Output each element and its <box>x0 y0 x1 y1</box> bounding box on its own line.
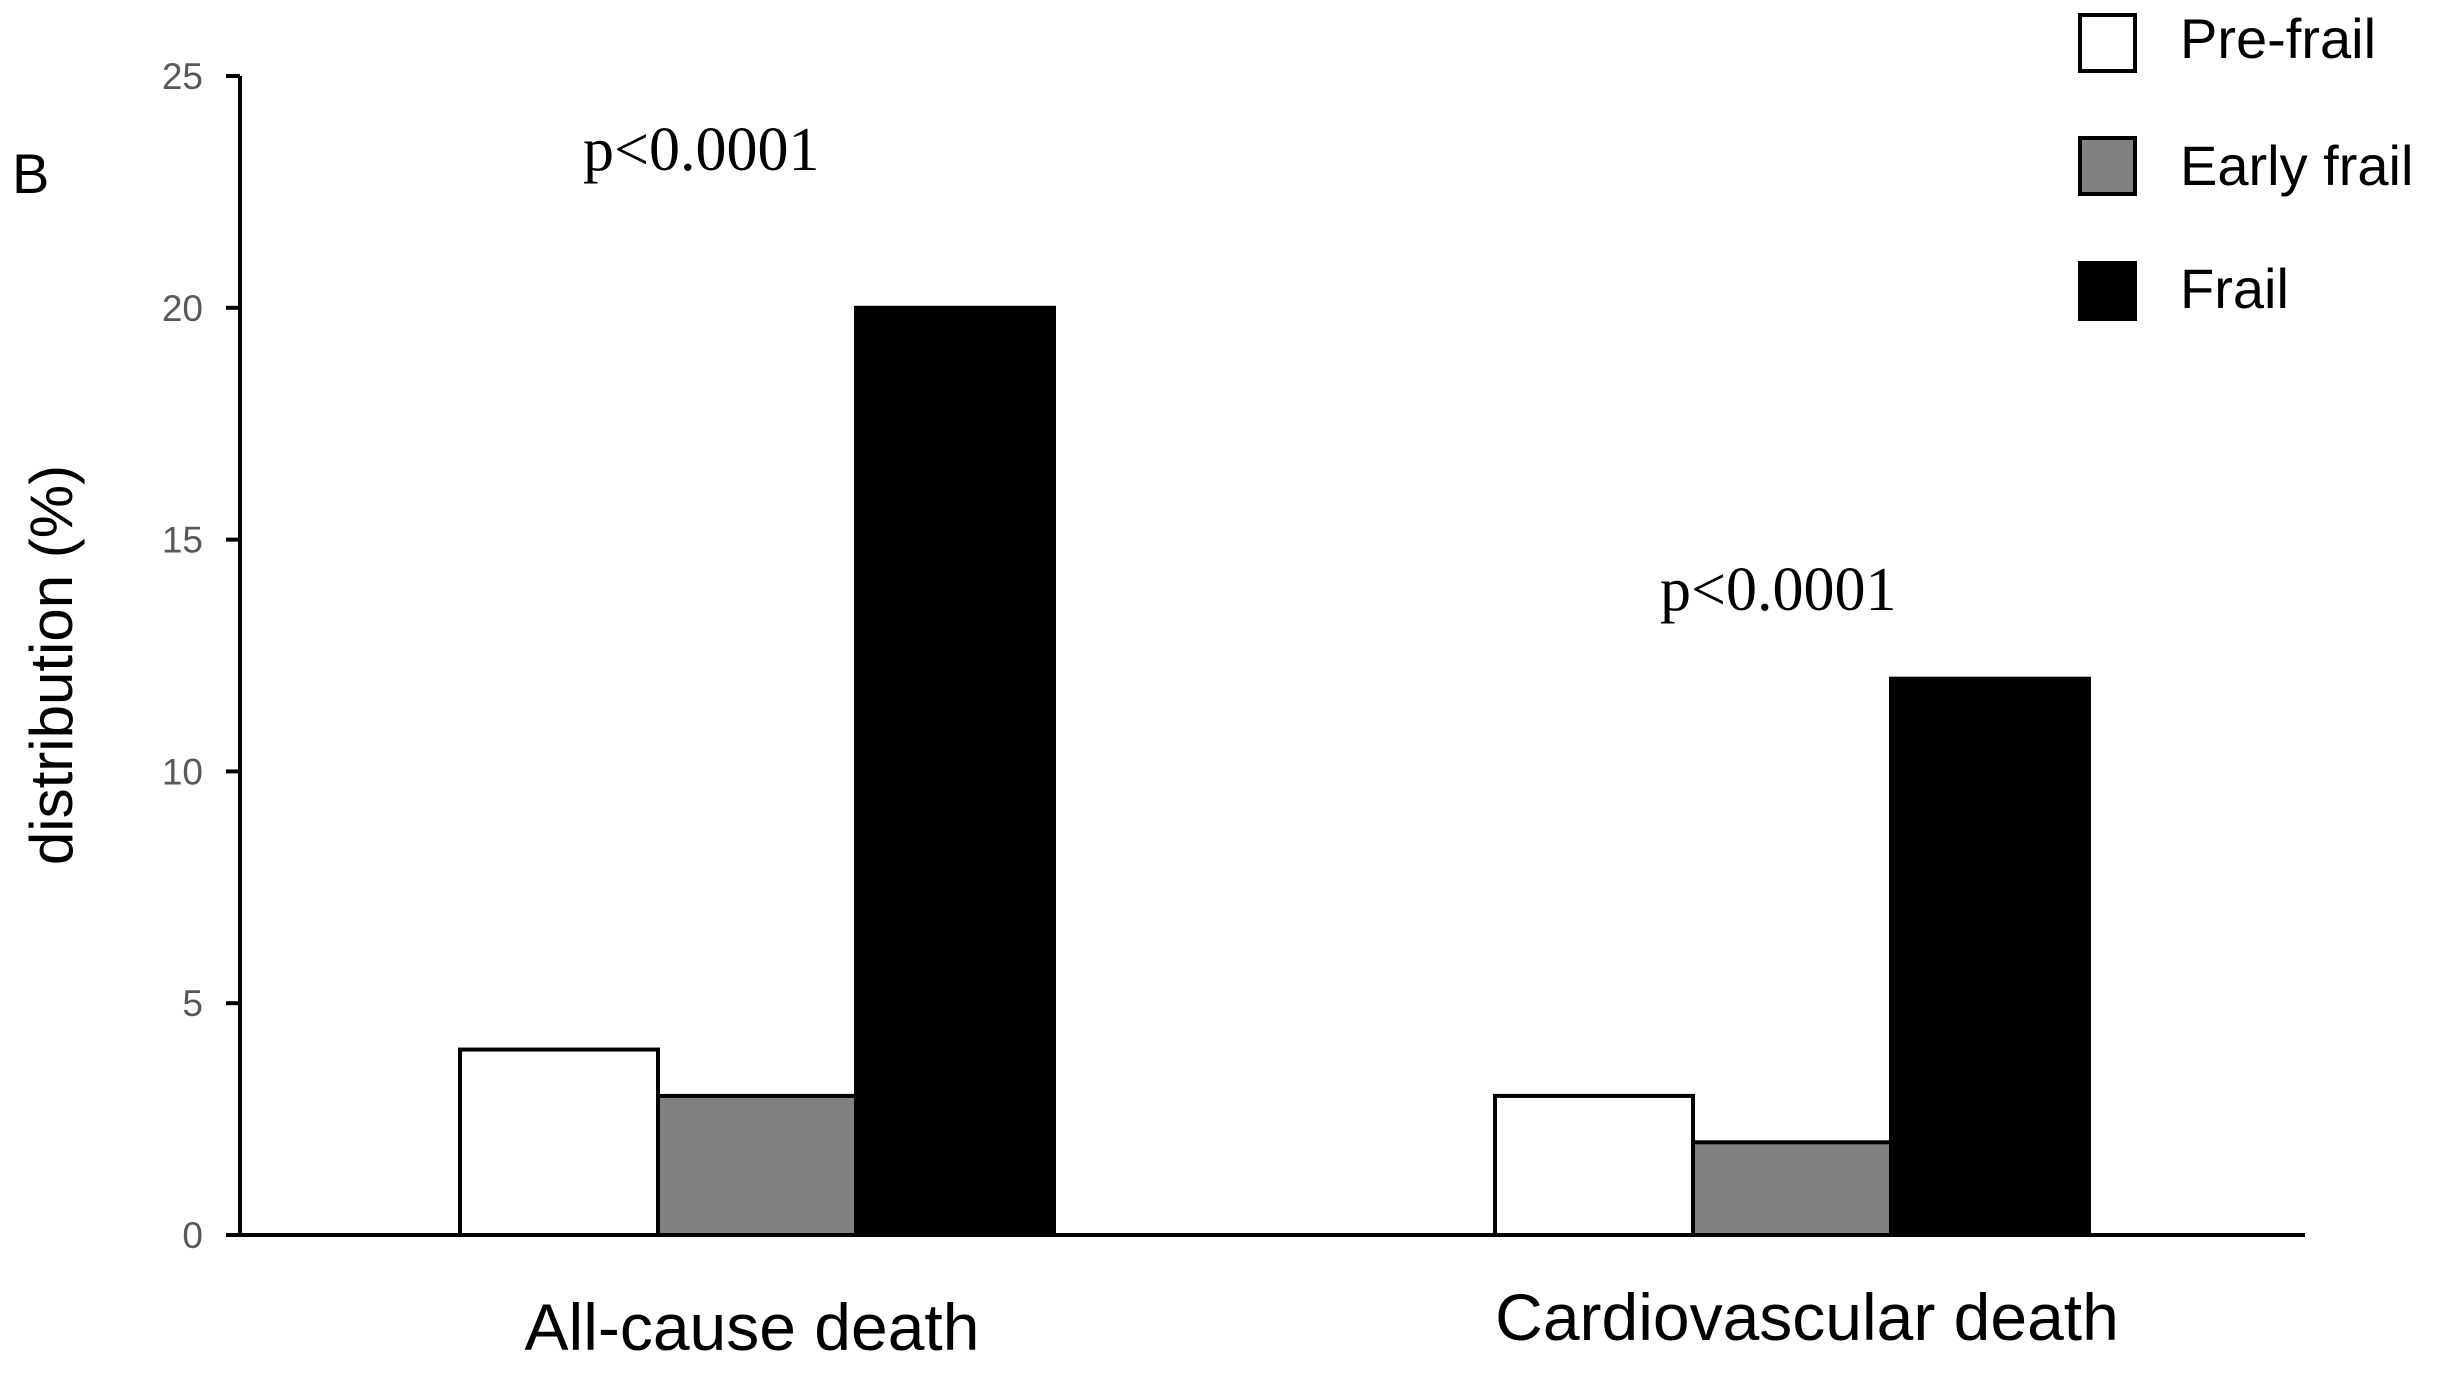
legend-swatch-pre-frail <box>2078 13 2137 73</box>
bar-frail-all-cause <box>854 305 1056 1237</box>
y-tick-label: 5 <box>182 983 203 1024</box>
bar-early-frail-cardiovascular <box>1691 1140 1893 1238</box>
p-value-annotation: p<0.0001 <box>583 116 819 184</box>
y-tick-label: 10 <box>162 751 203 792</box>
legend-label: Frail <box>2180 257 2289 320</box>
y-tick-label: 25 <box>162 56 203 97</box>
legend-label: Early frail <box>2180 134 2413 197</box>
panel-label: B <box>12 142 49 205</box>
legend-label: Pre-frail <box>2180 7 2376 70</box>
y-axis-title: distribution (%) <box>18 465 85 865</box>
bar-pre-frail-all-cause <box>458 1047 660 1238</box>
p-value-annotation: p<0.0001 <box>1660 556 1896 624</box>
legend-swatch-frail <box>2078 261 2137 321</box>
bar-pre-frail-cardiovascular <box>1493 1093 1695 1238</box>
y-ticks: 0 5 10 15 20 25 <box>162 56 240 1256</box>
legend: Pre-frail Early frail Frail <box>2078 7 2413 321</box>
bar-frail-cardiovascular <box>1889 676 2091 1237</box>
y-tick-label: 15 <box>162 520 203 561</box>
y-tick-label: 20 <box>162 288 203 329</box>
bars <box>458 305 2091 1238</box>
y-tick-label: 0 <box>182 1215 203 1256</box>
category-label: All-cause death <box>525 1290 980 1364</box>
category-label: Cardiovascular death <box>1495 1280 2119 1354</box>
bar-early-frail-all-cause <box>656 1093 858 1238</box>
legend-swatch-early-frail <box>2078 136 2137 196</box>
